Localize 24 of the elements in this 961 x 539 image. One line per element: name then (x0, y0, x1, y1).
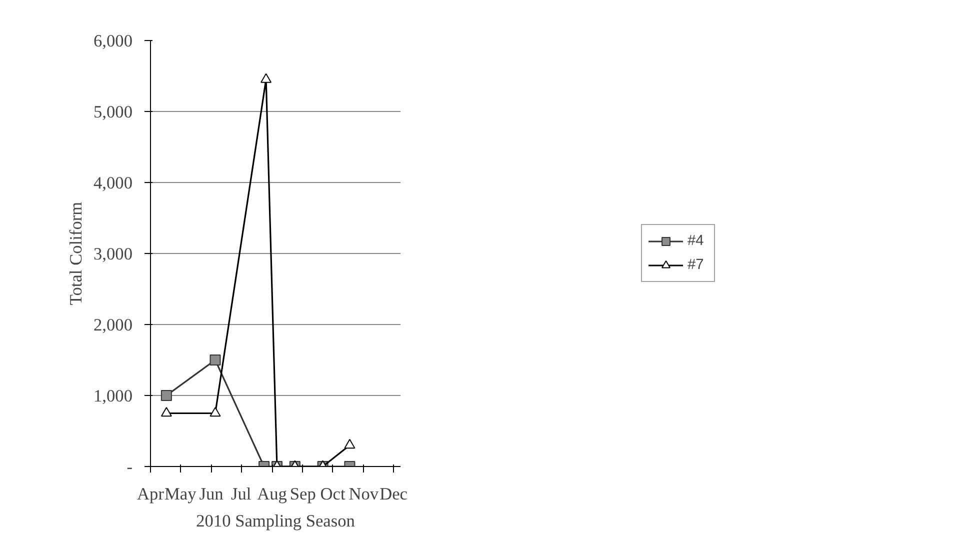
point (344, 438, 356, 449)
y-tick-label: 2,000 (94, 316, 133, 334)
x-tick-label: Nov (348, 484, 379, 504)
y-tick-label: 6,000 (94, 32, 133, 50)
point (160, 406, 172, 417)
legend-label: #4 (688, 233, 705, 249)
point (210, 406, 221, 417)
x-tick-label: Apr (137, 484, 164, 504)
x-axis-title: 2010 Sampling Season (196, 512, 356, 530)
x-tick-label: Sep (290, 484, 316, 504)
x-tick-label: Aug (257, 484, 288, 504)
y-tick-label: 1,000 (94, 386, 133, 406)
y-tick-label: 5,000 (94, 102, 133, 122)
x-tick-label: May (164, 484, 197, 504)
x-tick-label: Dec (380, 484, 408, 504)
legend-label: #7 (688, 257, 705, 273)
x-tick-label: Oct (320, 484, 346, 504)
y-tick-label: 3,000 (94, 244, 133, 264)
y-tick-label: - (126, 458, 133, 476)
x-tick-label: Jul (231, 484, 252, 504)
point (260, 73, 272, 83)
y-tick-label: 4,000 (94, 174, 133, 192)
x-tick-label: Jun (199, 484, 224, 504)
y-axis-title: Total Coliform (66, 201, 86, 306)
